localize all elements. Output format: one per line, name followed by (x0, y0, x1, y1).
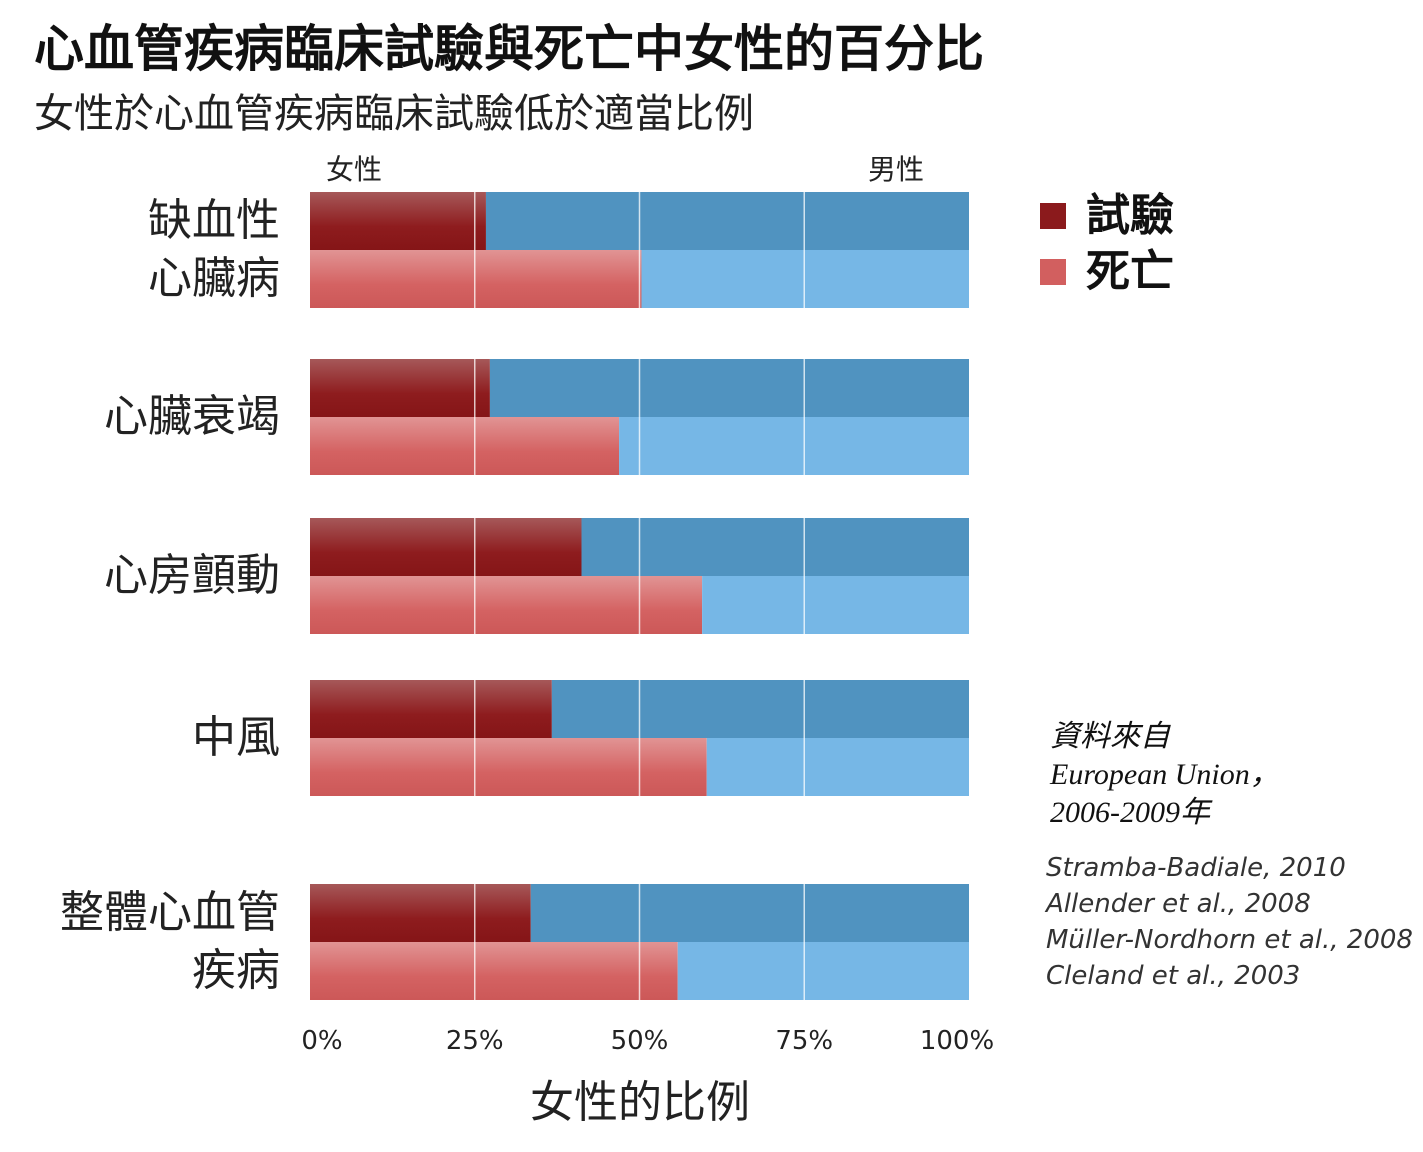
bar-female-death (310, 250, 642, 308)
category-label: 心房顫動 (104, 550, 280, 601)
source-org-line2: 2006-2009年 (1050, 796, 1210, 829)
category-label: 疾病 (192, 945, 280, 996)
category-label: 中風 (192, 712, 280, 763)
x-tick-label: 25% (445, 1026, 504, 1056)
x-tick-label: 75% (775, 1026, 834, 1056)
bar-male-trial (581, 518, 969, 576)
category-label: 心臟衰竭 (104, 391, 280, 442)
chart-subtitle: 女性於心血管疾病臨床試驗低於適當比例 (34, 91, 754, 137)
legend-item-death: 死亡 (1040, 244, 1174, 300)
references-list: Stramba-Badiale, 2010 Allender et al., 2… (1046, 850, 1413, 994)
chart-title: 心血管疾病臨床試驗與死亡中女性的百分比 (34, 20, 984, 78)
bar-female-trial (310, 359, 490, 417)
bar-female-trial (310, 680, 552, 738)
reference-item: Allender et al., 2008 (1046, 889, 1311, 919)
source-intro: 資料來自 (1050, 720, 1170, 753)
category-label: 心臟病 (148, 253, 280, 304)
x-tick-label: 100% (919, 1026, 995, 1056)
bar-female-trial (310, 192, 486, 250)
x-tick-label: 0% (301, 1026, 343, 1056)
category-label: 整體心血管 (60, 887, 280, 938)
x-tick-label: 50% (610, 1026, 669, 1056)
male-end-label: 男性 (868, 153, 925, 186)
reference-item: Cleland et al., 2003 (1046, 961, 1301, 991)
legend-label-trial: 試驗 (1086, 190, 1174, 241)
legend: 試驗 死亡 (1040, 188, 1174, 300)
legend-swatch-trial (1040, 203, 1066, 229)
reference-item: Müller-Nordhorn et al., 2008 (1046, 925, 1413, 955)
bar-female-death (310, 417, 620, 475)
legend-label-death: 死亡 (1086, 246, 1174, 297)
bar-female-trial (310, 884, 531, 942)
bar-male-trial (551, 680, 969, 738)
bar-male-death (641, 250, 969, 308)
source-note: 資料來自 European Union， 2006-2009年 (1050, 718, 1280, 832)
bar-female-death (310, 738, 707, 796)
bar-male-trial (489, 359, 969, 417)
category-label: 缺血性 (148, 195, 280, 246)
bar-male-death (619, 417, 969, 475)
female-end-label: 女性 (326, 153, 383, 186)
bar-male-death (677, 942, 969, 1000)
bar-male-death (702, 576, 969, 634)
legend-swatch-death (1040, 259, 1066, 285)
bar-female-trial (310, 518, 582, 576)
legend-item-trial: 試驗 (1040, 188, 1174, 244)
bar-male-trial (485, 192, 969, 250)
source-org-line1: European Union， (1050, 758, 1280, 791)
bar-male-death (706, 738, 969, 796)
x-axis-label: 女性的比例 (530, 1077, 750, 1128)
bar-female-death (310, 576, 703, 634)
bar-male-trial (530, 884, 969, 942)
reference-item: Stramba-Badiale, 2010 (1046, 853, 1346, 883)
bar-female-death (310, 942, 678, 1000)
